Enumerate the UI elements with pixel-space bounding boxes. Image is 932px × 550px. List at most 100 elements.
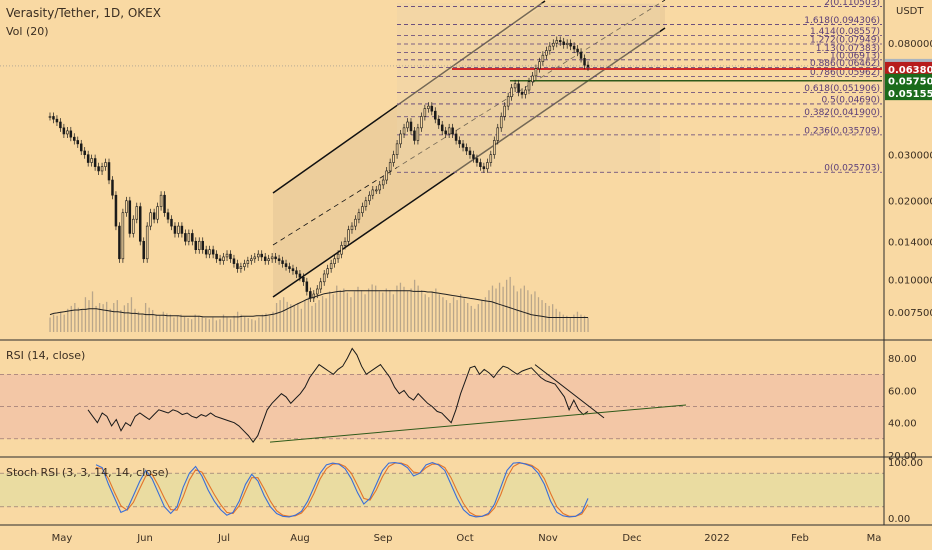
fib-level-label: 0.786(0.05962) (810, 68, 880, 78)
volume-bar (569, 317, 572, 332)
volume-bar (534, 291, 536, 332)
price-candle (572, 45, 576, 50)
volume-bar (399, 282, 402, 332)
volume-bar (123, 305, 126, 332)
price-candle (97, 166, 100, 172)
x-tick-label: Oct (456, 533, 473, 544)
price-candle (62, 127, 66, 135)
price-candle (350, 225, 354, 231)
price-candle (322, 273, 326, 283)
volume-bar (530, 294, 533, 332)
price-candle (142, 240, 145, 260)
rsi-label: RSI (14, close) (6, 349, 86, 362)
volume-ma-line (49, 290, 588, 318)
volume-bar (95, 305, 97, 332)
price-candle (191, 233, 194, 242)
volume-bar (247, 318, 249, 332)
price-candle (399, 133, 402, 145)
volume-bar (286, 301, 288, 332)
price-candle (486, 162, 489, 170)
volume-bar (410, 288, 412, 332)
volume-bar (336, 285, 338, 332)
volume-bar (378, 291, 380, 332)
fib-level-label: 0(0.025703) (824, 164, 880, 174)
volume-bar (311, 305, 313, 332)
price-candle (468, 150, 472, 155)
volume-bar (573, 314, 575, 332)
volume-bar (360, 290, 363, 332)
price-candle (385, 170, 388, 181)
price-candle (357, 212, 361, 220)
volume-bar (88, 300, 90, 332)
price-candle (138, 206, 142, 242)
price-candle (250, 258, 253, 261)
volume-bar (488, 290, 490, 332)
price-candle (413, 130, 416, 141)
price-candle (274, 256, 277, 260)
price-candle (510, 87, 513, 97)
price-candle (159, 194, 163, 207)
volume-bar (555, 308, 557, 332)
price-candle (149, 212, 152, 227)
price-candle (121, 212, 125, 260)
volume-bar (198, 315, 200, 332)
price-candle (243, 263, 246, 267)
price-tick-label: 0.014000 (888, 237, 932, 248)
volume-bar (272, 311, 274, 332)
volume-bar (240, 314, 242, 332)
price-candle (83, 150, 86, 155)
price-candle (458, 140, 461, 145)
price-candle (93, 158, 97, 167)
fib-level-label: 1.414(0.08557) (810, 27, 880, 37)
price-candle (378, 184, 381, 191)
volume-bar (587, 317, 589, 332)
fib-level-label: 0.5(0.04690) (821, 95, 880, 105)
x-tick-label: May (52, 533, 73, 544)
price-candle (166, 212, 170, 220)
volume-bar (162, 311, 164, 332)
price-candle (319, 281, 322, 290)
volume-bar (134, 308, 136, 332)
price-candle (479, 162, 482, 167)
rsi-trendline (269, 404, 687, 443)
rsi-tick-label: 80.00 (888, 354, 917, 365)
volume-bar (445, 300, 448, 332)
volume-bar (527, 290, 529, 332)
price-candle (524, 89, 527, 95)
price-candle (218, 258, 222, 261)
volume-bar (325, 298, 327, 332)
volume-bar (523, 285, 525, 332)
price-candle (128, 200, 132, 234)
price-candle (472, 154, 475, 159)
price-candle (336, 253, 340, 260)
price-candle (225, 253, 229, 258)
stoch-d-line (95, 462, 589, 517)
volume-bar (428, 297, 430, 332)
volume-bar (463, 298, 465, 332)
price-candle (253, 256, 257, 260)
volume-bar (332, 294, 334, 332)
volume-bar (226, 317, 228, 332)
volume-bar (290, 304, 292, 332)
price-candle (392, 154, 395, 163)
volume-bar (413, 279, 416, 332)
price-candle (440, 124, 444, 132)
price-candle (430, 105, 434, 112)
volume-bar (484, 297, 487, 332)
volume-bar (70, 305, 72, 332)
price-candle (118, 225, 121, 260)
volume-bar (520, 288, 522, 332)
price-candle (263, 256, 267, 261)
volume-bar (144, 303, 147, 332)
volume-bar (113, 303, 115, 332)
price-candle (520, 91, 524, 95)
volume-bar (375, 285, 377, 332)
price-candle (298, 273, 302, 278)
rsi-tick-label: 20.00 (888, 451, 917, 462)
price-candle (125, 200, 128, 214)
volume-bar (148, 307, 150, 332)
price-candle (69, 130, 73, 138)
price-candle (361, 206, 364, 214)
price-candle (309, 291, 312, 299)
volume-pane (49, 276, 589, 332)
